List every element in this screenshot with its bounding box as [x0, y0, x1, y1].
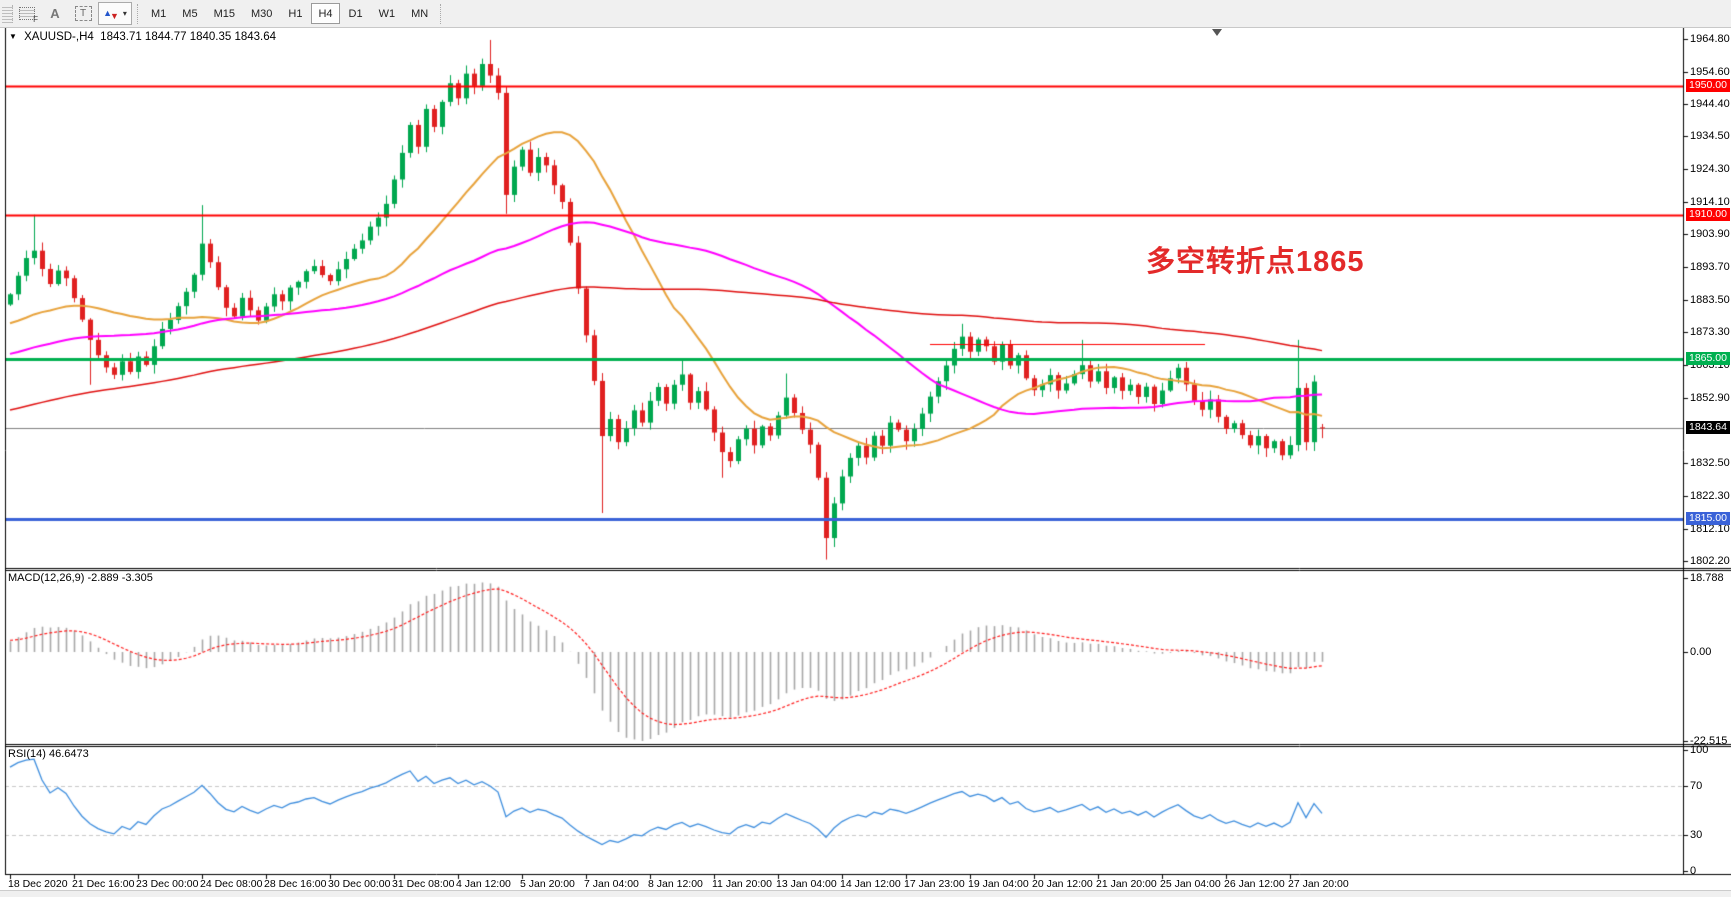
macd-axis-tick: 18.788 — [1690, 572, 1724, 584]
chart-title: ▼ XAUUSD-,H4 1843.71 1844.77 1840.35 184… — [9, 31, 276, 43]
price-axis-tick: 1914.10 — [1690, 196, 1730, 208]
timeframe-button-mn[interactable]: MN — [411, 7, 429, 20]
date-axis-label: 7 Jan 04:00 — [584, 878, 639, 890]
grid-f-letter: F — [33, 15, 38, 24]
timeframe-button-group: M1 M5 M15 M30 H1 H4 D1 W1 MN — [143, 3, 436, 24]
price-axis-tick: 1852.90 — [1690, 392, 1730, 404]
timeframe-button-h4[interactable]: H4 — [311, 3, 340, 24]
chart-shift-marker-icon[interactable] — [1212, 29, 1222, 36]
price-axis-tick: 1954.60 — [1690, 66, 1730, 78]
date-axis-label: 14 Jan 12:00 — [840, 878, 901, 890]
timeframe-button-m30[interactable]: M30 — [250, 7, 273, 20]
toolbar-separator — [440, 3, 442, 24]
text-box-icon: T — [74, 6, 92, 21]
timeframe-button-d1[interactable]: D1 — [348, 7, 363, 20]
price-level-label: 1910.00 — [1686, 208, 1730, 221]
date-axis-label: 21 Dec 16:00 — [72, 878, 135, 890]
price-axis-tick: 1822.30 — [1690, 490, 1730, 502]
macd-axis-tick: -22.515 — [1690, 735, 1728, 747]
price-level-label: 1950.00 — [1686, 79, 1730, 92]
rsi-indicator-label: RSI(14) 46.6473 — [8, 748, 89, 760]
chart-ohlc-values: 1843.71 1844.77 1840.35 1843.64 — [100, 31, 277, 43]
date-axis-label: 27 Jan 20:00 — [1288, 878, 1349, 890]
date-axis-label: 11 Jan 20:00 — [712, 878, 772, 890]
date-axis-label: 20 Jan 12:00 — [1032, 878, 1093, 890]
timeframe-button-w1[interactable]: W1 — [378, 7, 396, 20]
toolbar: F A T ▲ ▼ ▾ M1 M5 M15 M30 H1 H4 D1 W1 MN — [0, 0, 1731, 28]
price-axis-tick: 1802.20 — [1690, 555, 1730, 567]
rsi-axis-tick: 100 — [1690, 744, 1709, 756]
toolbar-grip[interactable] — [2, 4, 13, 23]
arrow-styles-dropdown-button[interactable]: ▲ ▼ ▾ — [98, 2, 132, 25]
timeframe-button-h1[interactable]: H1 — [288, 7, 303, 20]
timeframe-button-m5[interactable]: M5 — [182, 7, 198, 20]
price-axis-tick: 1873.30 — [1690, 326, 1730, 338]
date-axis-label: 31 Dec 08:00 — [392, 878, 455, 890]
date-axis-label: 30 Dec 00:00 — [328, 878, 391, 890]
price-axis-tick: 1903.90 — [1690, 228, 1730, 240]
grid-f-tool-button[interactable]: F — [14, 2, 40, 25]
timeframe-button-m1[interactable]: M1 — [151, 7, 167, 20]
text-label-icon: A — [50, 6, 60, 21]
price-axis-tick: 1883.50 — [1690, 294, 1730, 306]
status-bar — [0, 890, 1731, 897]
price-axis-tick: 1812.10 — [1690, 523, 1730, 535]
date-axis-label: 4 Jan 12:00 — [456, 878, 511, 890]
date-axis-label: 21 Jan 20:00 — [1096, 878, 1157, 890]
date-axis-label: 8 Jan 12:00 — [648, 878, 703, 890]
text-label-tool-button[interactable]: A — [42, 2, 68, 25]
date-axis-label: 17 Jan 23:00 — [904, 878, 965, 890]
rsi-axis-tick: 0 — [1690, 865, 1697, 877]
macd-indicator-label: MACD(12,26,9) -2.889 -3.305 — [8, 572, 153, 584]
date-axis-label: 25 Jan 04:00 — [1160, 878, 1221, 890]
timeframe-button-m15[interactable]: M15 — [213, 7, 235, 20]
date-axis-label: 13 Jan 04:00 — [776, 878, 837, 890]
chart-symbol-timeframe: XAUUSD-,H4 — [24, 31, 94, 43]
price-axis-tick: 1832.50 — [1690, 457, 1730, 469]
price-axis-tick: 1893.70 — [1690, 261, 1730, 273]
price-axis-tick: 1934.50 — [1690, 130, 1730, 142]
rsi-axis-tick: 70 — [1690, 780, 1703, 792]
price-axis-tick: 1944.40 — [1690, 98, 1730, 110]
date-axis-label: 24 Dec 08:00 — [200, 878, 263, 890]
date-axis-label: 23 Dec 00:00 — [136, 878, 199, 890]
text-box-tool-button[interactable]: T — [70, 2, 96, 25]
date-axis-label: 28 Dec 16:00 — [264, 878, 327, 890]
price-level-label: 1843.64 — [1686, 421, 1730, 434]
price-level-label: 1865.00 — [1686, 352, 1730, 365]
arrow-down-icon: ▼ — [109, 11, 119, 21]
grid-icon — [19, 7, 35, 20]
date-axis-label: 5 Jan 20:00 — [520, 878, 575, 890]
price-axis-tick: 1924.30 — [1690, 163, 1730, 175]
toolbar-separator — [137, 3, 139, 24]
arrow-up-icon: ▲ — [103, 8, 112, 18]
chevron-down-icon: ▾ — [122, 9, 127, 18]
chart-collapse-icon[interactable]: ▼ — [9, 32, 17, 41]
date-axis-label: 19 Jan 04:00 — [968, 878, 1029, 890]
price-axis-tick: 1964.80 — [1690, 33, 1730, 45]
chart-annotation-text: 多空转折点1865 — [1146, 246, 1365, 278]
date-axis-label: 18 Dec 2020 — [8, 878, 68, 890]
date-axis-label: 26 Jan 12:00 — [1224, 878, 1285, 890]
rsi-axis-tick: 30 — [1690, 829, 1703, 841]
price-level-label: 1815.00 — [1686, 512, 1730, 525]
macd-axis-tick: 0.00 — [1690, 646, 1712, 658]
